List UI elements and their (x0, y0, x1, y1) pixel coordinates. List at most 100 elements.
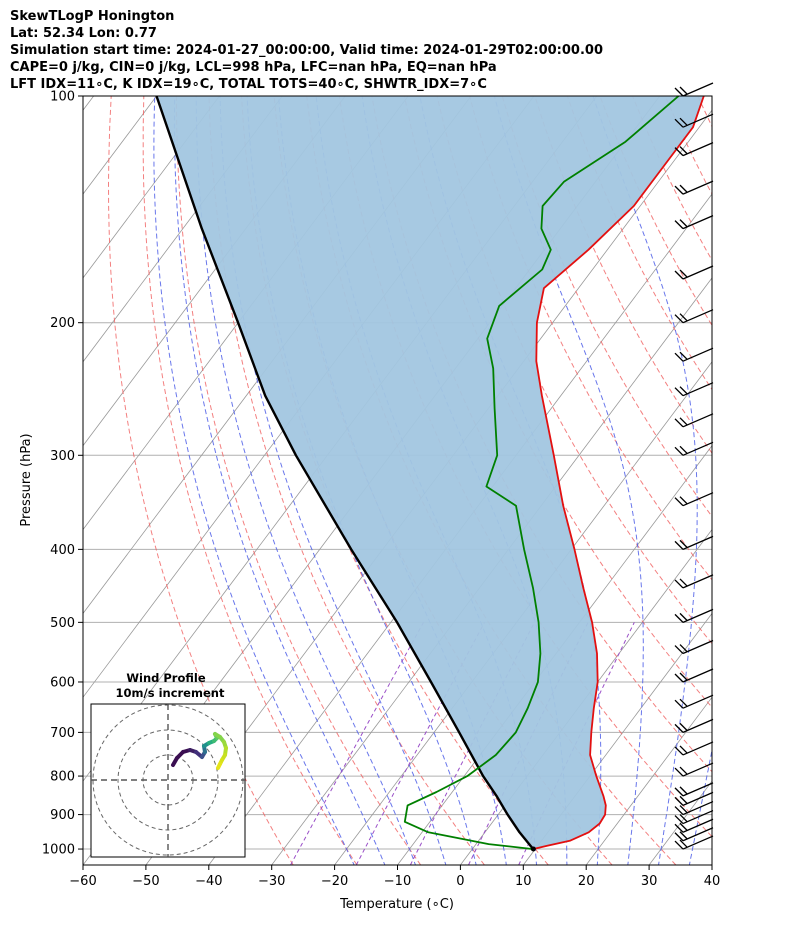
barb-staff (682, 809, 714, 825)
barb-flag (679, 539, 688, 548)
hodograph-segment (216, 762, 222, 770)
dry-adiabat (730, 96, 794, 865)
wind-barb (674, 791, 714, 806)
wind-barb (674, 180, 714, 195)
barb-staff (682, 309, 714, 324)
barb-flag (679, 822, 688, 831)
barb-flag (674, 806, 684, 816)
barb-flag (674, 673, 684, 683)
barb-flag (674, 185, 684, 195)
barb-flag (679, 146, 688, 155)
barb-staff (682, 413, 714, 428)
isotherm-line (83, 96, 283, 363)
wind-barb (674, 782, 714, 797)
barb-staff (682, 608, 714, 623)
barb-staff (682, 782, 714, 797)
wind-barb (674, 818, 714, 833)
x-tick-label: 30 (641, 874, 658, 889)
barb-flag (679, 814, 688, 823)
wind-barb (674, 441, 714, 456)
x-tick-label: −40 (195, 874, 222, 889)
barb-flag (679, 86, 688, 95)
isotherm-line (83, 96, 94, 111)
isotherm-line (711, 864, 712, 865)
barb-flag (679, 795, 688, 804)
wind-barb (674, 827, 714, 842)
barb-flag (679, 722, 688, 731)
x-tick-label: −30 (258, 874, 285, 889)
barb-flag (674, 840, 684, 850)
y-tick-label: 800 (50, 770, 75, 785)
wind-barb (674, 492, 714, 507)
isotherm-line (775, 96, 794, 865)
barb-staff (682, 82, 714, 97)
x-tick-label: −50 (132, 874, 159, 889)
wind-barb (674, 835, 714, 850)
barb-flag (674, 579, 684, 589)
barb-flag (679, 445, 688, 454)
barb-flag (674, 270, 684, 280)
axes: −60 −50 −40 −30 −20 −10 0 10 20 30 40 100 200 300 400 5… (42, 90, 720, 890)
sounding-traces (155, 96, 705, 852)
hodograph-inset: Wind Profile 10m/s increment (90, 671, 246, 858)
barb-flag (674, 613, 684, 623)
barb-staff (682, 827, 714, 842)
barb-flag (674, 815, 684, 825)
dry-adiabat (501, 96, 712, 518)
station-location: Lat: 52.34 Lon: 0.77 (10, 26, 157, 41)
dry-adiabat (175, 96, 422, 865)
barb-flag (679, 831, 688, 840)
barb-flag (674, 832, 684, 842)
wind-barb (674, 574, 714, 589)
x-tick-label: −60 (69, 874, 96, 889)
moist-adiabat (720, 96, 794, 867)
barb-flag (679, 578, 688, 587)
barb-staff (682, 265, 714, 280)
barb-flag (674, 387, 684, 397)
barb-flag (674, 497, 684, 507)
temperature-trace (533, 96, 705, 850)
barb-flag (679, 839, 688, 848)
barb-staff (682, 347, 714, 362)
wind-barb (674, 694, 714, 709)
dry-adiabat (107, 96, 294, 865)
wind-barb (674, 741, 714, 756)
barb-flag (674, 118, 684, 128)
wind-barb (674, 718, 714, 733)
barb-staff (682, 382, 714, 397)
barb-staff (682, 791, 714, 806)
y-tick-label: 1000 (42, 843, 75, 858)
y-tick-label: 700 (50, 726, 75, 741)
isotherm-line (522, 612, 712, 865)
barb-flag (679, 417, 688, 426)
barb-flag (679, 351, 688, 360)
barb-staff (682, 215, 714, 230)
barb-staff (682, 113, 714, 128)
moist-adiabat (195, 96, 417, 865)
barb-flag (679, 745, 688, 754)
barb-flag (679, 612, 688, 621)
y-tick-label: 400 (50, 543, 75, 558)
barb-flag (679, 786, 688, 795)
barb-staff (682, 818, 714, 833)
barb-flag (674, 418, 684, 428)
y-tick-label: 200 (50, 316, 75, 331)
isotherm-line (585, 696, 712, 865)
barb-staff (682, 180, 714, 195)
barb-staff (682, 492, 714, 507)
moist-adiabat (688, 747, 712, 865)
barb-flag (674, 314, 684, 324)
barb-staff (682, 668, 714, 683)
barb-flag (674, 823, 684, 833)
barb-staff (682, 835, 714, 850)
x-tick-label: 40 (704, 874, 721, 889)
wind-barb (674, 347, 714, 362)
x-axis-label: Temperature (∘C) (339, 897, 454, 912)
barb-flag (679, 766, 688, 775)
wind-barbs (674, 82, 714, 850)
x-tick-label: 10 (515, 874, 532, 889)
wind-barb (674, 639, 714, 655)
barb-flag (679, 219, 688, 228)
barb-staff (682, 574, 714, 589)
